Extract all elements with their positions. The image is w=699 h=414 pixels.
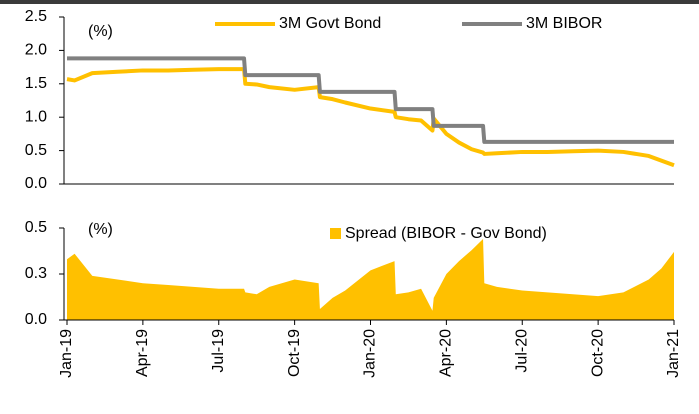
y-tick-label: 0.3: [25, 265, 47, 282]
legend-label: Spread (BIBOR - Gov Bond): [345, 225, 547, 242]
x-tick-label: Oct-20: [589, 329, 606, 377]
x-tick-label: Jan-19: [58, 329, 75, 378]
legend-label: 3M Govt Bond: [279, 15, 381, 32]
annotation: (%): [88, 221, 113, 238]
y-tick-label: 0.5: [25, 219, 47, 236]
y-tick-label: 0.0: [25, 175, 47, 192]
annotation: (%): [88, 23, 113, 40]
x-tick-label: Jan-20: [362, 329, 379, 378]
x-tick-label: Apr-20: [438, 329, 455, 377]
line-series: [66, 67, 675, 168]
x-tick-label: Apr-19: [134, 329, 151, 377]
x-tick-label: Jul-20: [513, 329, 530, 373]
y-tick-label: 2.0: [25, 42, 47, 59]
y-tick-label: 1.5: [25, 75, 47, 92]
y-tick-label: 1.0: [25, 108, 47, 125]
y-tick-label: 0.5: [25, 142, 47, 159]
area-series: [67, 239, 674, 320]
y-tick-label: 2.5: [25, 8, 47, 25]
legend-label: 3M BIBOR: [526, 15, 602, 32]
legend-swatch: [330, 228, 341, 239]
top-strip: [0, 0, 699, 4]
x-tick-label: Oct-19: [286, 329, 303, 377]
x-tick-label: Jan-21: [665, 329, 682, 378]
x-tick-label: Jul-19: [210, 329, 227, 373]
y-tick-label: 0.0: [25, 311, 47, 328]
line-series: [67, 56, 674, 144]
